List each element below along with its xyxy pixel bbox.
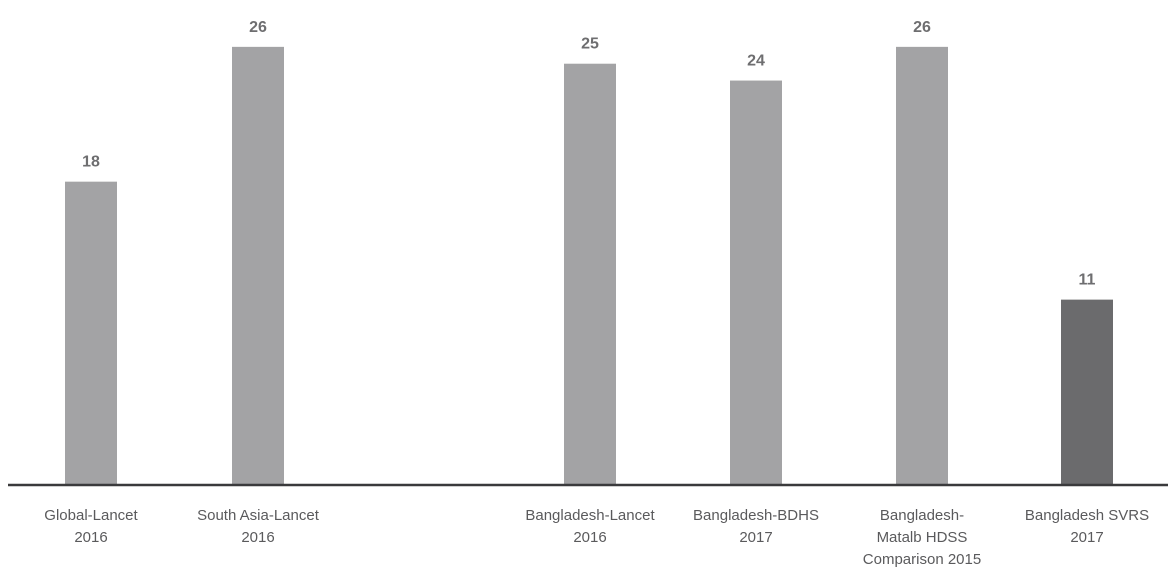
x-tick-label-line: South Asia-Lancet — [197, 507, 320, 524]
x-tick-label-line: 2016 — [241, 529, 274, 546]
bar-5 — [1061, 299, 1113, 485]
x-tick-label-4: Bangladesh- Matalb HDSS Comparison 2015 — [863, 507, 981, 568]
x-tick-label-line: 2016 — [74, 529, 107, 546]
x-tick-label-line: Bangladesh- — [880, 507, 964, 524]
x-tick-label-1: South Asia-Lancet 2016 — [197, 507, 320, 546]
x-tick-label-2: Bangladesh-Lancet 2016 — [525, 507, 655, 546]
bars-group — [65, 46, 1113, 486]
value-labels-group: 18 26 25 24 26 11 — [82, 19, 1095, 289]
x-tick-label-5: Bangladesh SVRS 2017 — [1025, 507, 1149, 546]
bar-3 — [730, 80, 782, 486]
x-tick-label-0: Global-Lancet 2016 — [44, 507, 138, 546]
bar-4 — [896, 46, 948, 485]
bar-value-label-5: 11 — [1079, 272, 1096, 289]
bar-1 — [232, 46, 284, 485]
bar-value-label-1: 26 — [249, 19, 267, 36]
bar-value-label-2: 25 — [581, 36, 599, 53]
x-tick-label-line: 2017 — [739, 529, 772, 546]
x-tick-label-line: Bangladesh SVRS — [1025, 507, 1149, 524]
x-tick-label-line: Bangladesh-Lancet — [525, 507, 655, 524]
x-tick-label-line: Comparison 2015 — [863, 551, 981, 568]
x-tick-label-3: Bangladesh-BDHS 2017 — [693, 507, 819, 546]
bar-0 — [65, 181, 117, 485]
x-tick-label-line: Global-Lancet — [44, 507, 138, 524]
bar-2 — [564, 63, 616, 485]
bar-value-label-4: 26 — [913, 19, 931, 36]
bar-value-label-3: 24 — [747, 53, 765, 70]
x-tick-label-line: Bangladesh-BDHS — [693, 507, 819, 524]
bar-value-label-0: 18 — [82, 154, 100, 171]
x-tick-label-line: Matalb HDSS — [877, 529, 968, 546]
x-tick-label-line: 2017 — [1070, 529, 1103, 546]
x-tick-label-line: 2016 — [573, 529, 606, 546]
